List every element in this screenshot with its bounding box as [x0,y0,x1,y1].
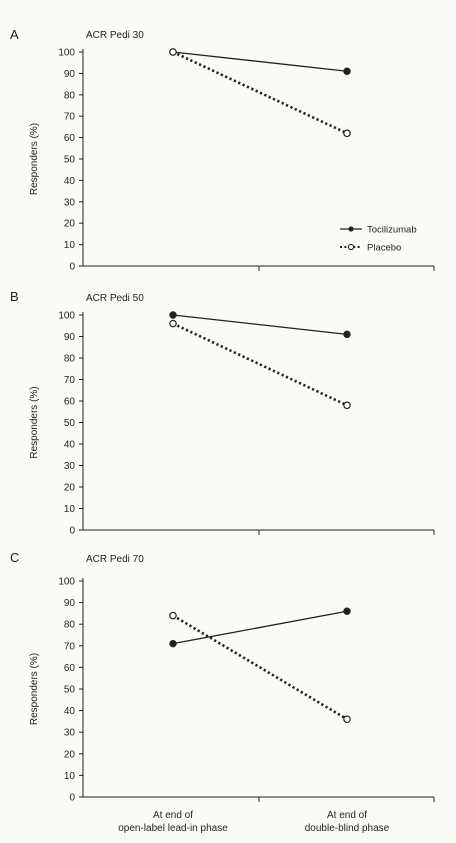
panel-title: ACR Pedi 50 [86,293,144,304]
placebo-point [343,715,351,724]
y-tick-label: 30 [64,197,76,208]
placebo-point [169,48,177,56]
y-axis-label: Responders (%) [29,123,40,195]
y-tick-label: 0 [69,526,75,537]
placebo-point [343,401,351,410]
y-tick-label: 50 [64,685,76,696]
tocilizumab-point [169,639,177,648]
y-tick-label: 90 [64,332,76,343]
tocilizumab-point [343,607,351,615]
panel-title: ACR Pedi 70 [86,554,144,565]
y-tick-label: 10 [64,771,76,782]
y-tick-label: 30 [64,728,76,739]
y-tick-label: 50 [64,418,76,429]
y-tick-label: 70 [64,112,76,123]
tocilizumab-point [343,67,351,75]
y-tick-label: 30 [64,461,76,472]
panel-letter: B [10,289,19,304]
panel-b: B ACR Pedi 50 0 10 20 30 40 50 60 70 80 90 100 Respon… [10,289,435,537]
y-tick-label: 40 [64,706,76,717]
tocilizumab-point [169,311,177,319]
y-tick-label: 100 [58,48,75,59]
tocilizumab-point [343,330,351,339]
y-tick-label: 60 [64,663,76,674]
y-tick-label: 60 [64,397,76,408]
legend-marker [348,226,354,232]
panel-letter: C [10,550,19,565]
series-line-tocilizumab [172,610,348,645]
series-line-placebo [172,322,348,407]
y-tick-label: 0 [69,262,75,273]
y-tick-label: 100 [58,311,75,322]
y-tick-label: 100 [58,577,75,588]
y-tick-label: 60 [64,133,76,144]
series-line-placebo [172,50,348,135]
legend-label: Placebo [367,243,401,254]
y-tick-label: 20 [64,749,76,760]
panel-c: C ACR Pedi 70 0 10 20 30 40 50 60 70 80 90 100 Respon… [10,550,435,834]
x-category-label: double-blind phase [305,823,390,834]
y-tick-label: 50 [64,155,76,166]
y-tick-label: 40 [64,440,76,451]
placebo-point [343,129,351,138]
y-tick-label: 80 [64,90,76,101]
y-axis-label: Responders (%) [29,386,40,458]
y-tick-label: 80 [64,620,76,631]
placebo-point [169,611,177,620]
panel-a: A ACR Pedi 30 0 10 20 30 40 50 60 70 80 90 100 Respon… [10,27,435,273]
legend-marker [347,243,355,251]
y-tick-label: 90 [64,69,76,80]
y-tick-label: 40 [64,176,76,187]
y-tick-label: 20 [64,483,76,494]
y-tick-label: 70 [64,375,76,386]
series-line-placebo [172,614,348,721]
placebo-point [169,319,177,328]
panel-letter: A [10,27,19,42]
y-tick-label: 90 [64,598,76,609]
y-tick-label: 80 [64,354,76,365]
panel-title: ACR Pedi 30 [86,30,144,41]
y-tick-label: 70 [64,641,76,652]
y-tick-label: 20 [64,219,76,230]
legend-label: Tocilizumab [367,225,417,236]
x-category-label: At end of [327,810,367,821]
y-tick-label: 10 [64,240,76,251]
y-tick-label: 10 [64,504,76,515]
x-category-label: At end of [153,810,193,821]
series-line-tocilizumab [172,314,348,335]
series-line-tocilizumab [172,51,348,72]
y-tick-label: 0 [69,793,75,804]
y-axis-label: Responders (%) [29,653,40,725]
x-category-label: open-label lead-in phase [118,823,228,834]
